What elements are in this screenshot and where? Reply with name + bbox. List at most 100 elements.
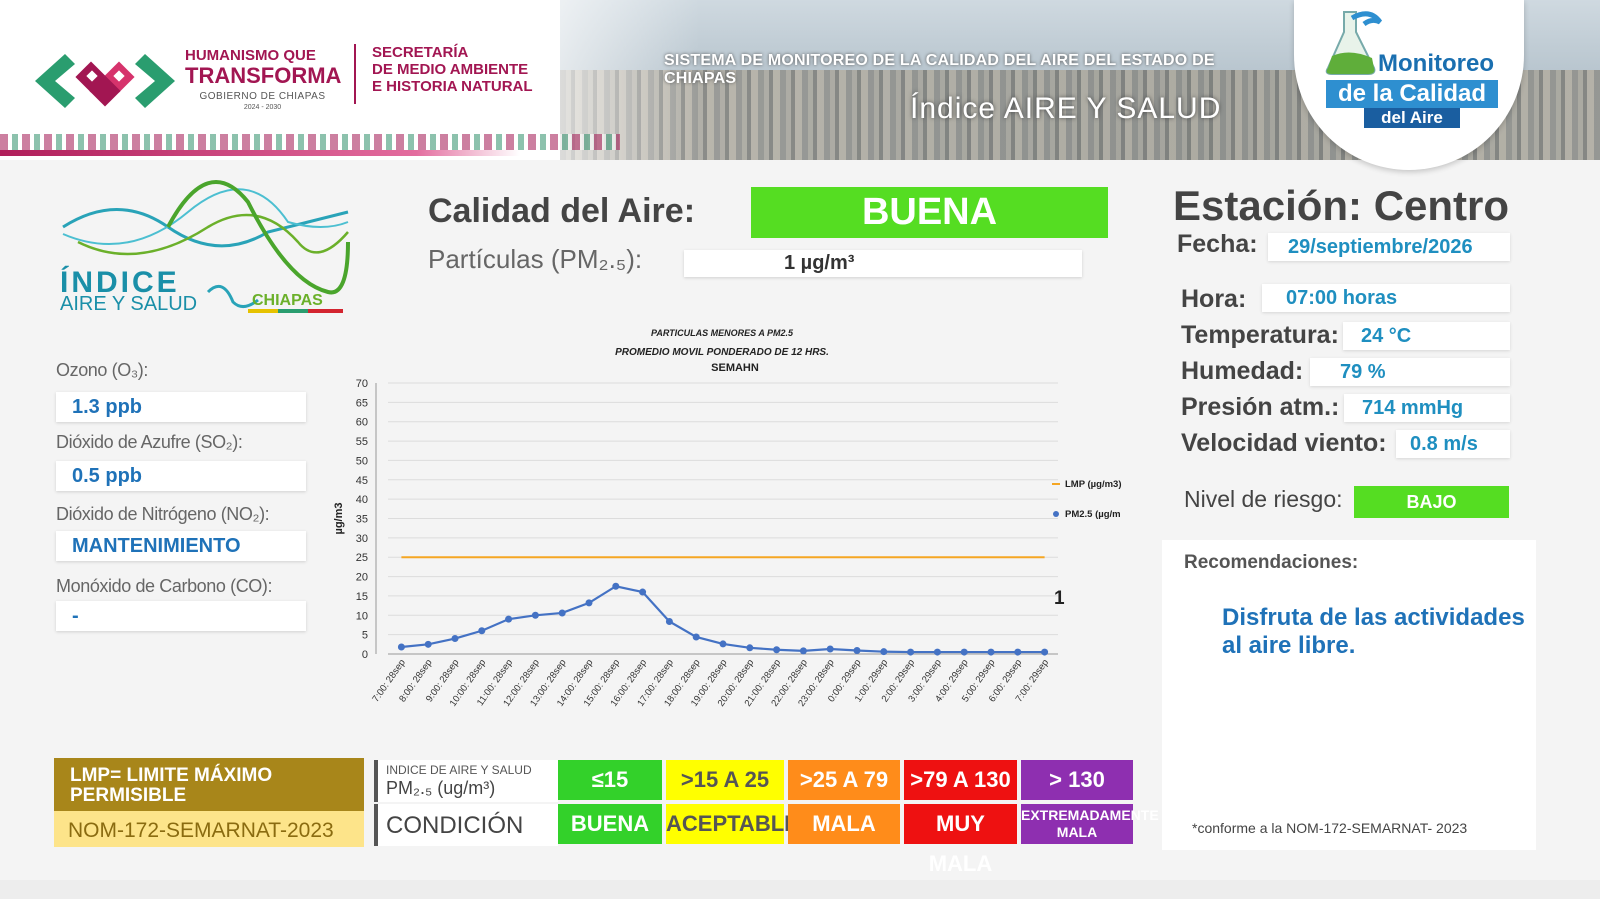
y-tick-30: 30 xyxy=(356,533,368,545)
no2-value: MANTENIMIENTO xyxy=(72,535,241,557)
y-tick-60: 60 xyxy=(356,417,368,429)
pm25-point-13 xyxy=(746,644,754,652)
logo-indice-text: ÍNDICE xyxy=(60,266,180,299)
legend-head2: CONDICIÓN xyxy=(386,812,524,839)
hum-label: Humedad: xyxy=(1181,357,1304,385)
pm25-point-17 xyxy=(853,647,861,655)
pm-value: 1 µg/m³ xyxy=(784,252,855,274)
wind-value: 0.8 m/s xyxy=(1410,433,1478,455)
nom-footnote: *conforme a la NOM-172-SEMARNAT- 2023 xyxy=(1192,820,1468,836)
legend-range-3: >79 A 130 xyxy=(904,760,1017,800)
legend-head1b: PM₂.₅ (ug/m³) xyxy=(386,778,496,798)
pm25-point-23 xyxy=(1014,648,1022,656)
fecha-value: 29/septiembre/2026 xyxy=(1288,236,1473,258)
pm25-line-chart: PARTICULAS MENORES A PM2.5 PROMEDIO MOVIL… xyxy=(333,328,1122,709)
y-tick-35: 35 xyxy=(356,514,368,526)
fecha-box: 29/septiembre/2026 xyxy=(1268,233,1510,261)
header-pattern xyxy=(0,134,620,150)
ozono-label: Ozono (O₃): xyxy=(56,360,148,380)
logo-aire-salud-text: AIRE Y SALUD xyxy=(60,293,198,315)
legend-lmp-label: LMP (µg/m3) xyxy=(1065,479,1122,490)
legend-head1: INDICE DE AIRE Y SALUD xyxy=(386,763,532,777)
pres-box: 714 mmHg xyxy=(1344,394,1510,422)
hora-box: 07:00 horas xyxy=(1262,284,1510,312)
monitoreo-text: Monitoreo xyxy=(1378,50,1494,77)
sec-line2: DE MEDIO AMBIENTE xyxy=(372,61,529,78)
legend-condition-3: MUY MALA xyxy=(904,804,1017,876)
temp-label: Temperatura: xyxy=(1181,321,1339,349)
legend-condition-0: BUENA xyxy=(558,804,662,844)
y-tick-15: 15 xyxy=(356,591,368,603)
pm25-point-3 xyxy=(478,627,486,635)
no2-value-box: MANTENIMIENTO xyxy=(56,531,306,561)
y-tick-0: 0 xyxy=(362,649,368,661)
temp-value: 24 °C xyxy=(1361,325,1412,347)
legend-pm25-swatch xyxy=(1053,511,1059,517)
y-tick-55: 55 xyxy=(356,436,368,448)
pm25-point-4 xyxy=(505,615,513,623)
legend-range-2: >25 A 79 xyxy=(788,760,900,800)
lmp-text: LMP= LIMITE MÁXIMO PERMISIBLE xyxy=(70,765,273,806)
legend-condition-4: EXTREMADAMENTE MALA xyxy=(1021,804,1159,844)
no2-label: Dióxido de Nitrógeno (NO₂): xyxy=(56,504,270,524)
pm25-point-15 xyxy=(799,647,807,655)
pm25-point-12 xyxy=(719,640,727,648)
nom-text: NOM-172-SEMARNAT-2023 xyxy=(68,819,334,842)
pm25-point-21 xyxy=(960,648,968,656)
pm25-point-19 xyxy=(907,648,915,656)
legend-header-condition: CONDICIÓN xyxy=(374,804,558,846)
recommendations-panel xyxy=(1162,540,1536,850)
y-axis-label: µg/m3 xyxy=(333,502,345,534)
station-title: Estación: Centro xyxy=(1173,182,1510,229)
y-tick-65: 65 xyxy=(356,397,368,409)
hum-value: 79 % xyxy=(1340,361,1386,383)
pm25-point-0 xyxy=(397,643,405,651)
header-separator xyxy=(354,44,356,104)
y-tick-40: 40 xyxy=(356,494,368,506)
pm25-point-24 xyxy=(1041,648,1049,656)
pm-label: Partículas (PM₂.₅): xyxy=(428,244,643,274)
co-value: - xyxy=(72,605,79,627)
legend-condition-1: ACEPTABLE xyxy=(666,804,799,844)
recommendation-text: Disfruta de las actividades al aire libr… xyxy=(1222,604,1525,659)
last-value-label: 1 xyxy=(1054,588,1065,609)
gov-years: 2024 - 2030 xyxy=(243,104,282,111)
pm25-point-6 xyxy=(558,609,566,617)
y-tick-5: 5 xyxy=(362,630,368,642)
pres-value: 714 mmHg xyxy=(1362,397,1464,419)
pm25-point-22 xyxy=(987,648,995,656)
pm25-point-1 xyxy=(424,640,432,648)
pm25-point-10 xyxy=(665,617,673,625)
recommendations-label: Recomendaciones: xyxy=(1184,552,1359,573)
system-title: SISTEMA DE MONITOREO DE LA CALIDAD DEL A… xyxy=(664,52,1215,87)
sec-line1: SECRETARÍA xyxy=(372,44,469,61)
chart-title: PARTICULAS MENORES A PM2.5 xyxy=(651,328,794,338)
gov-name: GOBIERNO DE CHIAPAS xyxy=(199,91,326,102)
flask-icon xyxy=(1325,11,1382,75)
lmp-definition: LMP= LIMITE MÁXIMO PERMISIBLE xyxy=(54,758,364,811)
y-tick-45: 45 xyxy=(356,475,368,487)
calidad-text: de la Calidad xyxy=(1326,80,1498,108)
y-tick-25: 25 xyxy=(356,552,368,564)
y-tick-10: 10 xyxy=(356,610,368,622)
chart-subtitle: PROMEDIO MOVIL PONDERADO DE 12 HRS. xyxy=(615,347,829,358)
legend-header-index: INDICE DE AIRE Y SALUD PM₂.₅ (ug/m³) xyxy=(374,760,558,802)
y-tick-70: 70 xyxy=(356,378,368,390)
legend-condition-2: MALA xyxy=(788,804,900,844)
header-accent-line xyxy=(0,150,520,156)
co-value-box: - xyxy=(56,601,306,631)
gov-slogan-line2: TRANSFORMA xyxy=(185,63,342,88)
fecha-label: Fecha: xyxy=(1177,230,1258,258)
pm-value-box: 1 µg/m³ xyxy=(684,250,1082,277)
calidad-badge: BUENA xyxy=(751,187,1108,238)
gobierno-chiapas-logo xyxy=(35,54,175,108)
legend-range-1: >15 A 25 xyxy=(666,760,784,800)
pm25-point-16 xyxy=(826,645,834,653)
pm25-point-7 xyxy=(585,599,593,607)
pm25-point-20 xyxy=(933,648,941,656)
risk-label: Nivel de riesgo: xyxy=(1184,486,1343,512)
pm25-point-11 xyxy=(692,633,700,641)
header-fade xyxy=(380,0,700,160)
wind-box: 0.8 m/s xyxy=(1396,430,1510,458)
pm25-point-18 xyxy=(880,648,888,656)
